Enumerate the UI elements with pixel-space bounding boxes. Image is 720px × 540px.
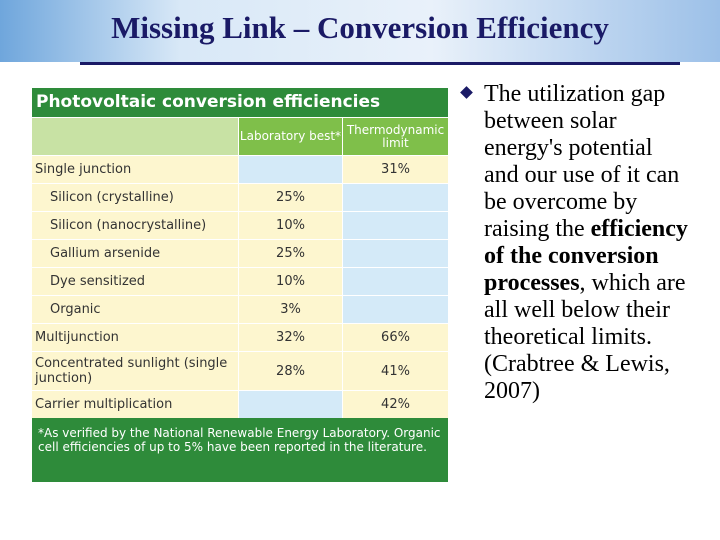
row-label: Single junction [32, 156, 238, 183]
footnote: *As verified by the National Renewable E… [32, 418, 448, 482]
limit-cell [342, 268, 448, 295]
table-row: Silicon (crystalline) 25% [32, 183, 448, 211]
row-label: Concentrated sunlight (single junction) [32, 352, 238, 390]
table-row: Dye sensitized 10% [32, 267, 448, 295]
limit-cell: 42% [342, 391, 448, 418]
slide-title: Missing Link – Conversion Efficiency [111, 10, 609, 45]
row-label: Carrier multiplication [32, 391, 238, 418]
text: , which are all well below their theoret… [484, 270, 686, 404]
limit-cell [342, 296, 448, 323]
row-label: Dye sensitized [32, 268, 238, 295]
lab-cell: 25% [238, 184, 342, 211]
text: The utilization gap between solar energy… [484, 81, 680, 242]
bullet-marker [460, 86, 473, 99]
limit-cell [342, 240, 448, 267]
row-label: Silicon (crystalline) [32, 184, 238, 211]
header-row: Laboratory best* Thermodynamic limit [32, 117, 448, 155]
table-row: Concentrated sunlight (single junction) 2… [32, 351, 448, 390]
limit-cell [342, 212, 448, 239]
limit-cell: 31% [342, 156, 448, 183]
efficiency-table: Photovoltaic conversion efficiencies Lab… [32, 88, 448, 482]
limit-cell: 41% [342, 352, 448, 390]
limit-cell: 66% [342, 324, 448, 351]
bullet-text: The utilization gap between solar energy… [484, 81, 689, 405]
lab-cell: 10% [238, 212, 342, 239]
row-label: Organic [32, 296, 238, 323]
row-label: Multijunction [32, 324, 238, 351]
bold-text: efficiency of the conversion processes [484, 216, 688, 296]
row-label: Gallium arsenide [32, 240, 238, 267]
limit-cell [342, 184, 448, 211]
table-row: Organic 3% [32, 295, 448, 323]
table-row: Single junction 31% [32, 155, 448, 183]
table-row: Carrier multiplication 42% [32, 390, 448, 418]
table-row: Gallium arsenide 25% [32, 239, 448, 267]
table-title: Photovoltaic conversion efficiencies [32, 88, 448, 117]
column-header: Laboratory best* [238, 118, 342, 155]
lab-cell: 3% [238, 296, 342, 323]
header-band [0, 0, 720, 62]
header-cell [32, 118, 238, 155]
lab-cell [238, 391, 342, 418]
lab-cell [238, 156, 342, 183]
table-row: Multijunction 32% 66% [32, 323, 448, 351]
lab-cell: 32% [238, 324, 342, 351]
title-rule [80, 62, 680, 65]
lab-cell: 10% [238, 268, 342, 295]
lab-cell: 25% [238, 240, 342, 267]
table-row: Silicon (nanocrystalline) 10% [32, 211, 448, 239]
column-header: Thermodynamic limit [342, 118, 448, 155]
row-label: Silicon (nanocrystalline) [32, 212, 238, 239]
lab-cell: 28% [238, 352, 342, 390]
